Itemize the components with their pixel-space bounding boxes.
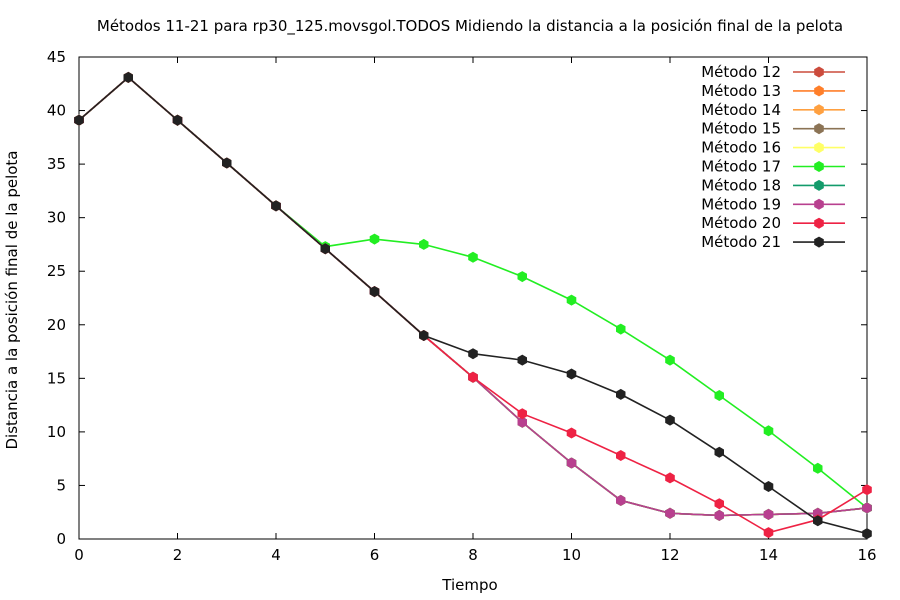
legend-marker [814,179,824,191]
data-point [862,502,872,514]
data-point [566,427,577,439]
data-point [763,481,774,492]
legend-marker [814,236,824,248]
data-point [172,114,183,126]
data-point [369,233,380,245]
legend-marker [814,66,824,78]
legend-label: Método 20 [701,214,781,232]
legend-marker [814,85,824,97]
data-point [222,157,232,169]
data-point [419,238,429,250]
legend-label: Método 13 [701,82,781,100]
y-tick-label: 30 [47,209,66,227]
y-tick-label: 10 [47,423,66,441]
data-point [665,472,675,484]
legend-label: Método 16 [701,139,781,157]
legend-marker [814,217,824,229]
legend-marker [814,104,824,116]
data-point [813,515,823,527]
y-tick-label: 5 [56,476,66,494]
legend-label: Método 15 [701,120,781,138]
y-tick-label: 25 [47,262,66,280]
x-tick-label: 6 [370,546,380,564]
data-point [271,200,281,212]
y-tick-label: 40 [47,102,66,120]
data-point [714,498,724,510]
data-point [468,348,478,360]
y-tick-label: 15 [47,369,66,387]
x-tick-label: 12 [660,546,679,564]
legend-label: Método 18 [701,176,781,194]
data-point [862,484,872,496]
legend-marker [814,142,824,154]
data-point [517,408,527,420]
data-point [616,450,626,461]
x-tick-label: 16 [857,546,876,564]
data-point [566,457,577,469]
data-point [616,323,626,335]
legend-marker [814,161,824,172]
data-point [517,416,527,428]
data-point [665,354,675,366]
legend-label: Método 19 [701,195,781,213]
chart-title: Métodos 11-21 para rp30_125.movsgol.TODO… [96,17,844,35]
data-point [763,527,774,539]
data-point [714,446,724,458]
data-point [714,509,724,521]
data-point [665,414,675,426]
data-point [468,251,478,263]
series-layer [74,71,872,540]
x-tick-label: 14 [759,546,778,564]
axes: 0 2 4 6 8 10 12 14 16 0 5 10 15 20 25 30 35 40 45 [47,48,877,564]
data-point [714,390,724,401]
data-point [468,371,478,383]
y-tick-label: 0 [56,530,66,548]
data-point [813,462,823,474]
y-tick-label: 45 [47,48,66,66]
x-tick-label: 4 [271,546,281,564]
data-point [419,330,429,341]
y-tick-label: 35 [47,155,66,173]
legend-marker [814,123,824,135]
legend-label: Método 17 [701,158,781,176]
data-point [763,508,774,520]
x-tick-label: 2 [173,546,183,564]
data-point [566,368,577,380]
y-tick-label: 20 [47,316,66,334]
data-point [616,494,626,506]
data-point [763,425,774,437]
data-point [566,294,577,306]
x-tick-label: 0 [74,546,84,564]
legend-marker [814,198,824,210]
x-tick-label: 10 [562,546,581,564]
data-point [123,71,133,83]
legend-label: Método 14 [701,101,781,119]
x-axis-label: Tiempo [442,576,498,594]
data-point [517,354,527,366]
series-10 [74,71,872,540]
data-point [862,528,872,540]
legend-label: Método 21 [701,233,781,251]
data-point [665,507,675,519]
data-point [369,286,380,298]
data-point [320,243,330,255]
legend-label: Método 12 [701,63,781,81]
data-point [616,388,626,400]
data-point [74,114,84,126]
data-point [517,271,527,283]
x-tick-label: 8 [468,546,478,564]
